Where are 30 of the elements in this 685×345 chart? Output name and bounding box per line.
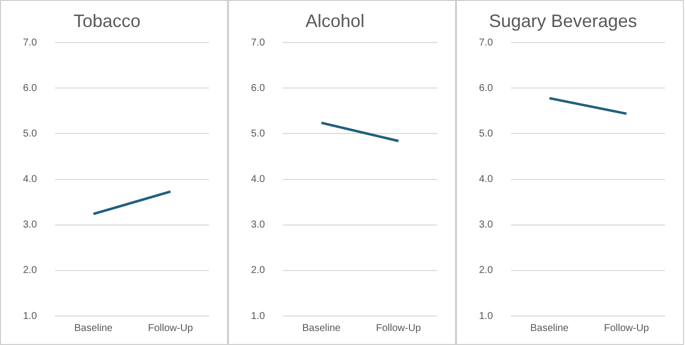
y-tick-label: 7.0: [478, 37, 494, 48]
x-tick-label: Follow-Up: [604, 322, 650, 334]
chart-title: Sugary Beverages: [488, 10, 638, 31]
y-tick-label: 3.0: [250, 220, 266, 231]
y-tick-label: 2.0: [22, 265, 38, 276]
y-tick-label: 6.0: [478, 82, 494, 94]
y-tick-label: 7.0: [250, 37, 266, 48]
y-tick-label: 6.0: [22, 82, 38, 94]
x-tick-label: Baseline: [530, 322, 570, 334]
y-tick-label: 5.0: [22, 128, 38, 140]
x-tick-label: Baseline: [302, 322, 342, 334]
y-tick-label: 6.0: [250, 82, 266, 94]
y-tick-label: 1.0: [22, 310, 38, 322]
y-tick-label: 4.0: [250, 174, 266, 186]
y-tick-label: 5.0: [478, 128, 494, 140]
x-tick-label: Follow-Up: [376, 322, 422, 334]
y-tick-label: 5.0: [250, 128, 266, 140]
y-tick-label: 4.0: [478, 174, 494, 186]
x-tick-label: Follow-Up: [148, 322, 194, 334]
y-tick-label: 2.0: [250, 265, 266, 276]
x-tick-label: Baseline: [74, 322, 114, 334]
y-tick-label: 2.0: [478, 265, 494, 276]
y-tick-label: 3.0: [22, 220, 38, 231]
y-tick-label: 3.0: [478, 220, 494, 231]
chart-title: Alcohol: [305, 10, 365, 31]
chart-title: Tobacco: [73, 10, 141, 31]
y-tick-label: 1.0: [250, 310, 266, 322]
y-tick-label: 7.0: [22, 37, 38, 48]
y-tick-label: 1.0: [478, 310, 494, 322]
y-tick-label: 4.0: [22, 174, 38, 186]
